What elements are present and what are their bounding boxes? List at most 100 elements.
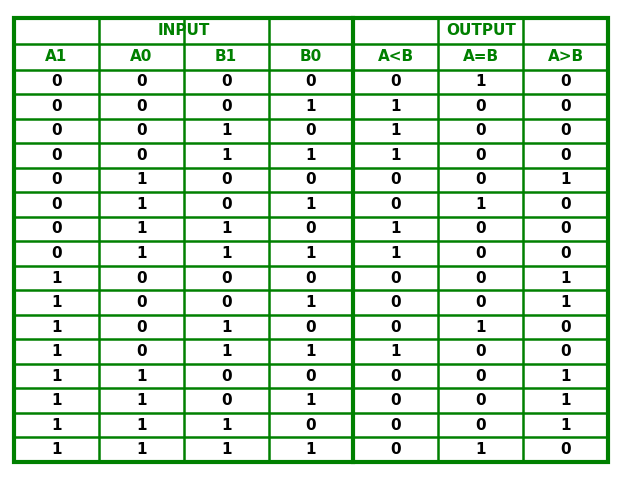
Text: 1: 1 [136, 197, 147, 212]
Text: 1: 1 [136, 369, 147, 384]
Text: 1: 1 [136, 246, 147, 261]
Text: 0: 0 [391, 369, 401, 384]
Text: 1: 1 [391, 148, 401, 163]
Text: 0: 0 [221, 295, 231, 310]
Text: 1: 1 [221, 148, 231, 163]
Text: 0: 0 [475, 271, 486, 285]
Text: A<B: A<B [378, 49, 414, 64]
Text: 1: 1 [136, 418, 147, 433]
Text: 0: 0 [51, 221, 62, 237]
Text: 1: 1 [51, 369, 62, 384]
Text: 0: 0 [136, 123, 147, 138]
Text: 1: 1 [306, 148, 316, 163]
Text: B0: B0 [300, 49, 322, 64]
Text: 0: 0 [475, 393, 486, 408]
Text: 1: 1 [221, 123, 231, 138]
Text: 1: 1 [306, 99, 316, 114]
Text: 1: 1 [306, 197, 316, 212]
Text: 0: 0 [305, 271, 317, 285]
Text: 0: 0 [475, 344, 486, 359]
Text: 1: 1 [306, 344, 316, 359]
Text: 0: 0 [51, 246, 62, 261]
Text: 1: 1 [51, 418, 62, 433]
Text: 0: 0 [221, 197, 231, 212]
Text: 1: 1 [560, 271, 571, 285]
Text: 0: 0 [305, 369, 317, 384]
Text: 1: 1 [391, 344, 401, 359]
Text: 0: 0 [136, 271, 147, 285]
Text: 1: 1 [475, 442, 486, 457]
Text: 1: 1 [221, 221, 231, 237]
Text: 0: 0 [560, 148, 571, 163]
Text: 0: 0 [475, 173, 486, 187]
Text: 0: 0 [560, 221, 571, 237]
Text: 0: 0 [305, 123, 317, 138]
Text: 0: 0 [51, 197, 62, 212]
Text: 0: 0 [475, 221, 486, 237]
Text: 1: 1 [221, 246, 231, 261]
Text: 0: 0 [391, 197, 401, 212]
Text: 0: 0 [391, 271, 401, 285]
Text: 1: 1 [51, 295, 62, 310]
Text: 1: 1 [475, 197, 486, 212]
Text: 0: 0 [305, 320, 317, 335]
Text: A0: A0 [130, 49, 152, 64]
Text: 0: 0 [391, 418, 401, 433]
Text: 1: 1 [221, 418, 231, 433]
Text: 0: 0 [305, 173, 317, 187]
Text: 0: 0 [560, 197, 571, 212]
Text: 0: 0 [221, 74, 231, 89]
Text: INPUT: INPUT [157, 23, 210, 38]
Text: 0: 0 [475, 369, 486, 384]
Text: 1: 1 [221, 320, 231, 335]
Text: 0: 0 [391, 393, 401, 408]
Text: 0: 0 [560, 246, 571, 261]
Text: 0: 0 [391, 295, 401, 310]
Text: 0: 0 [221, 369, 231, 384]
Text: A>B: A>B [547, 49, 583, 64]
Text: 1: 1 [306, 246, 316, 261]
Text: 1: 1 [306, 442, 316, 457]
Text: 0: 0 [305, 221, 317, 237]
Text: 1: 1 [51, 442, 62, 457]
Text: 0: 0 [475, 99, 486, 114]
Text: OUTPUT: OUTPUT [446, 23, 516, 38]
Text: 1: 1 [391, 99, 401, 114]
Text: 1: 1 [475, 320, 486, 335]
Text: 1: 1 [560, 418, 571, 433]
Text: 0: 0 [51, 148, 62, 163]
Text: 1: 1 [51, 271, 62, 285]
Text: 1: 1 [391, 123, 401, 138]
Text: 0: 0 [560, 442, 571, 457]
Text: 0: 0 [136, 74, 147, 89]
Text: B1: B1 [215, 49, 237, 64]
Text: 0: 0 [560, 344, 571, 359]
Text: 0: 0 [51, 99, 62, 114]
Text: 0: 0 [475, 418, 486, 433]
Text: 0: 0 [475, 123, 486, 138]
Text: 0: 0 [305, 418, 317, 433]
Text: 1: 1 [560, 369, 571, 384]
Text: 0: 0 [560, 123, 571, 138]
Text: 0: 0 [391, 74, 401, 89]
Text: 1: 1 [391, 221, 401, 237]
Text: 1: 1 [51, 344, 62, 359]
Text: 0: 0 [475, 295, 486, 310]
Text: 0: 0 [391, 320, 401, 335]
Text: 1: 1 [560, 173, 571, 187]
Text: 1: 1 [221, 344, 231, 359]
Text: 0: 0 [51, 123, 62, 138]
Text: 1: 1 [475, 74, 486, 89]
Text: 1: 1 [221, 442, 231, 457]
Text: 1: 1 [51, 393, 62, 408]
Text: 1: 1 [391, 246, 401, 261]
Text: 1: 1 [136, 442, 147, 457]
Text: 1: 1 [306, 393, 316, 408]
Text: A1: A1 [45, 49, 68, 64]
Text: 1: 1 [306, 295, 316, 310]
Text: 0: 0 [51, 74, 62, 89]
Text: 0: 0 [391, 442, 401, 457]
Text: 0: 0 [221, 393, 231, 408]
Text: 0: 0 [221, 173, 231, 187]
Text: 0: 0 [136, 295, 147, 310]
